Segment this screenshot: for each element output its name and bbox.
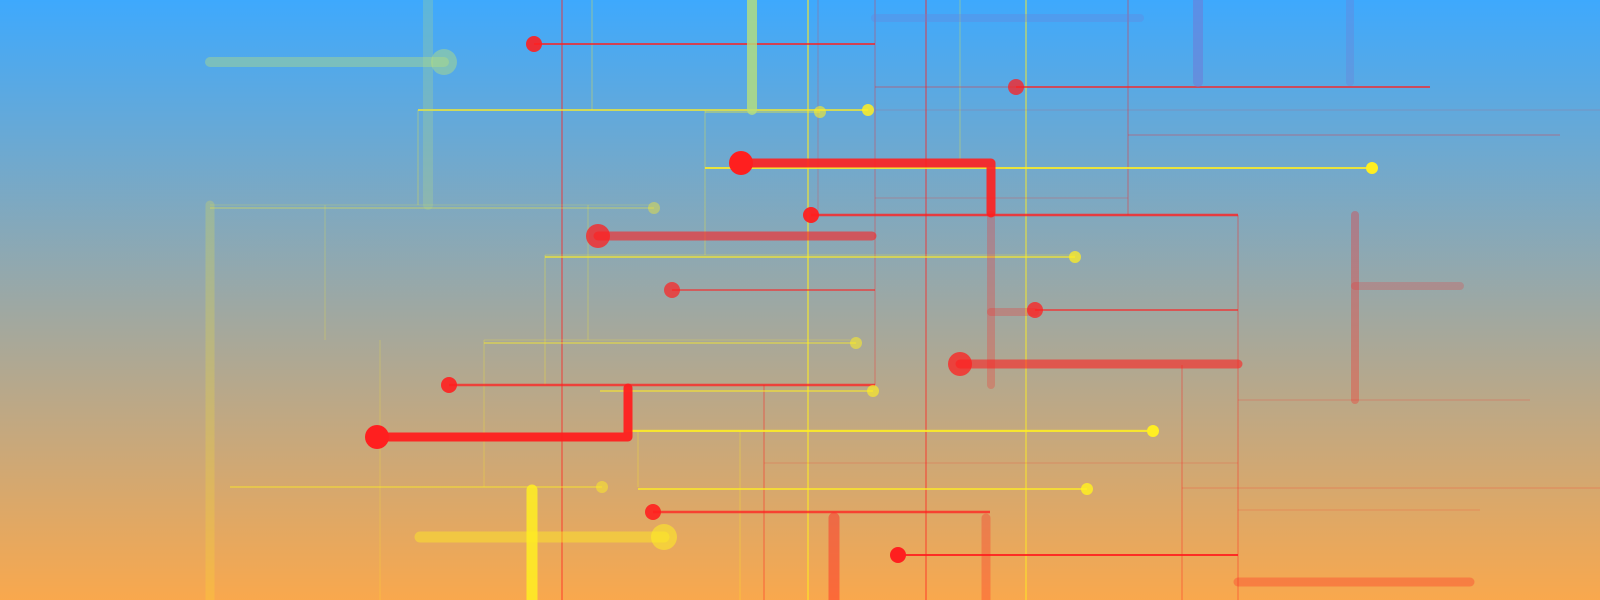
thin-line-layer [210, 0, 1600, 600]
thick-red-trace [372, 383, 633, 442]
dot-layer [365, 36, 1378, 563]
node-dot [526, 36, 542, 52]
node-dot [1069, 251, 1081, 263]
node-dot [648, 202, 660, 214]
node-dot [664, 282, 680, 298]
node-dot [1027, 302, 1043, 318]
large-node-dot [431, 49, 457, 75]
large-node-dot [365, 425, 389, 449]
node-dot [803, 207, 819, 223]
thick-red-trace [736, 158, 996, 218]
node-dot [596, 481, 608, 493]
thick-line-layer [205, 0, 1475, 600]
large-node-dot [586, 224, 610, 248]
node-dot [441, 377, 457, 393]
large-node-dot [729, 151, 753, 175]
node-dot [850, 337, 862, 349]
node-dot [814, 106, 826, 118]
large-node-dot [948, 352, 972, 376]
node-dot [1081, 483, 1093, 495]
node-dot [890, 547, 906, 563]
node-dot [1147, 425, 1159, 437]
node-dot [867, 385, 879, 397]
node-dot [1366, 162, 1378, 174]
large-node-dot [651, 524, 677, 550]
node-dot [645, 504, 661, 520]
node-dot [1008, 79, 1024, 95]
node-dot [862, 104, 874, 116]
